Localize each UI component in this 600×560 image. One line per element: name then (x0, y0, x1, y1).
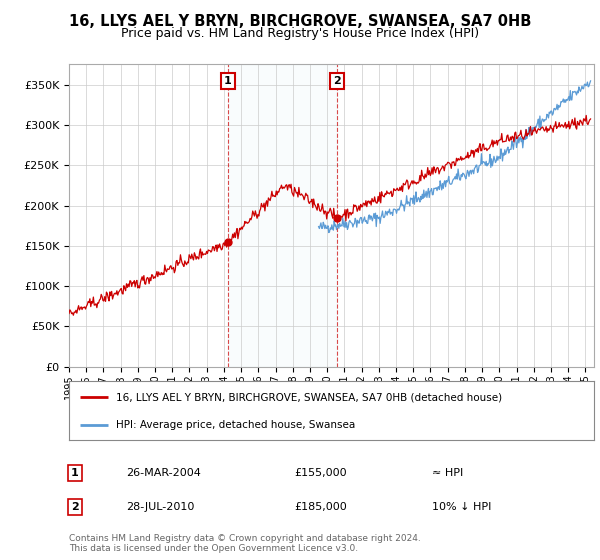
Text: HPI: Average price, detached house, Swansea: HPI: Average price, detached house, Swan… (116, 420, 355, 430)
Text: 1: 1 (71, 468, 79, 478)
Text: Price paid vs. HM Land Registry's House Price Index (HPI): Price paid vs. HM Land Registry's House … (121, 27, 479, 40)
Text: 2: 2 (333, 76, 341, 86)
Text: 28-JUL-2010: 28-JUL-2010 (126, 502, 194, 512)
Text: 16, LLYS AEL Y BRYN, BIRCHGROVE, SWANSEA, SA7 0HB (detached house): 16, LLYS AEL Y BRYN, BIRCHGROVE, SWANSEA… (116, 392, 502, 402)
Text: 26-MAR-2004: 26-MAR-2004 (126, 468, 201, 478)
Text: £185,000: £185,000 (294, 502, 347, 512)
Text: 16, LLYS AEL Y BRYN, BIRCHGROVE, SWANSEA, SA7 0HB: 16, LLYS AEL Y BRYN, BIRCHGROVE, SWANSEA… (69, 14, 531, 29)
Text: £155,000: £155,000 (294, 468, 347, 478)
Text: ≈ HPI: ≈ HPI (432, 468, 463, 478)
Text: 1: 1 (224, 76, 232, 86)
Text: 2: 2 (71, 502, 79, 512)
Text: Contains HM Land Registry data © Crown copyright and database right 2024.
This d: Contains HM Land Registry data © Crown c… (69, 534, 421, 553)
Bar (228, 64, 337, 367)
Text: 10% ↓ HPI: 10% ↓ HPI (432, 502, 491, 512)
